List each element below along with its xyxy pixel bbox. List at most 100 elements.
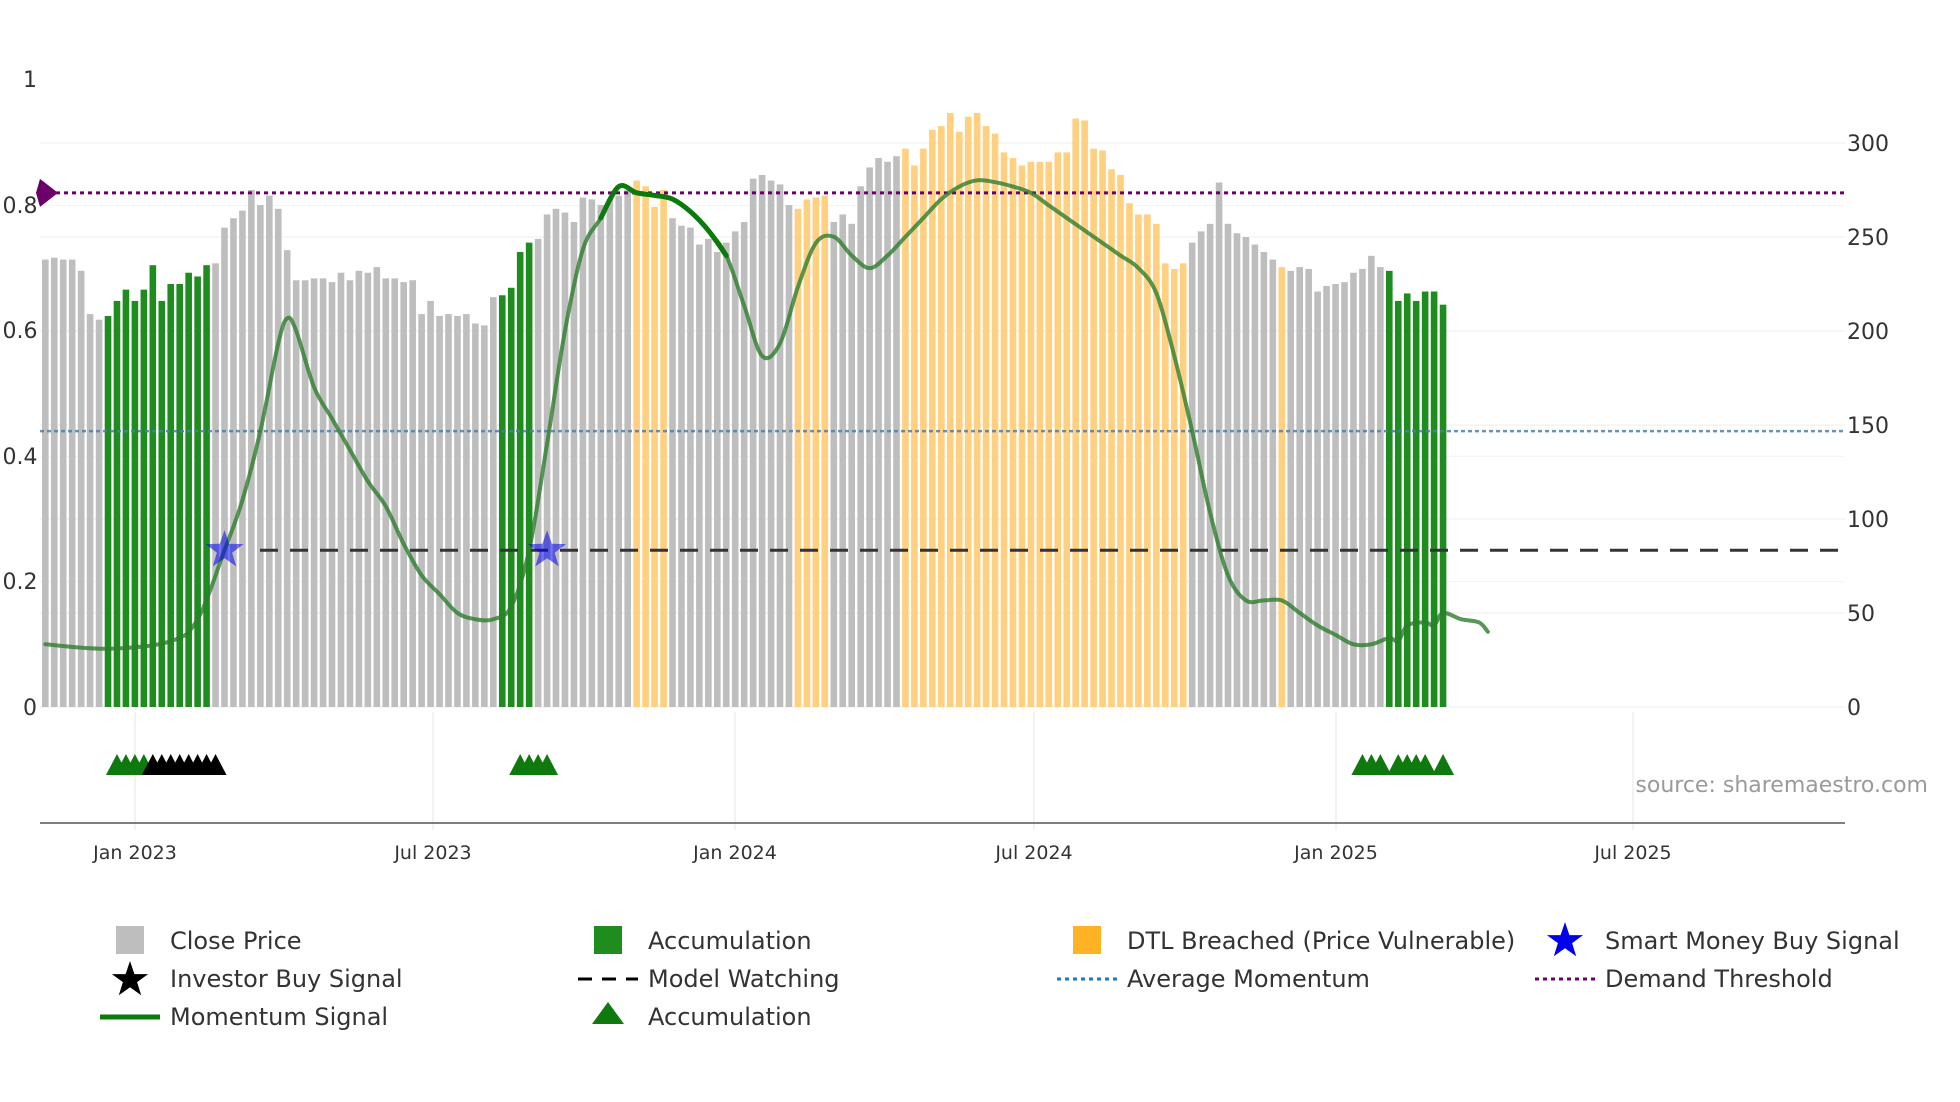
accumulation-bar <box>507 287 515 707</box>
x-tick-jul-2024: Jul 2024 <box>994 842 1072 864</box>
accumulation-triangle-icon <box>1369 754 1392 775</box>
close-price-bar <box>1323 285 1330 707</box>
close-price-bar <box>830 221 838 707</box>
close-price-bar <box>230 218 237 707</box>
smart-money-star-icon <box>528 530 567 567</box>
close-price-bar <box>705 238 712 707</box>
source-label: source: sharemaestro.com <box>1635 773 1928 798</box>
dtl-breached-bar <box>660 190 667 707</box>
close-price-bar <box>427 300 434 707</box>
accumulation-bar <box>194 276 201 707</box>
close-price-bar <box>418 314 425 707</box>
close-price-bar <box>1206 223 1214 707</box>
close-price-bar <box>319 278 327 707</box>
close-price-bar <box>1188 242 1196 707</box>
x-tick-jul-2023: Jul 2023 <box>393 842 471 864</box>
close-price-bar <box>409 280 416 707</box>
accumulation-bar <box>516 252 524 708</box>
accumulation-bar <box>104 315 112 707</box>
legend-label-accumulation: Accumulation <box>648 927 812 955</box>
close-price-bar <box>266 195 273 707</box>
close-price-bar <box>355 270 363 707</box>
close-price-bar <box>534 238 542 707</box>
dtl-breached-bar <box>1099 150 1106 707</box>
close-price-bar <box>59 259 67 707</box>
accumulation-triangle-icon <box>1414 754 1437 775</box>
close-price-bar <box>1224 223 1232 707</box>
close-price-bar <box>1215 182 1223 708</box>
close-price-bar <box>1269 259 1277 707</box>
dtl-breached-bar <box>794 208 802 708</box>
close-price-bar <box>597 205 605 708</box>
close-price-bar <box>857 186 864 708</box>
reference-lines <box>36 178 1845 552</box>
close-price-bar <box>1296 267 1303 707</box>
close-price-bar <box>669 218 676 707</box>
right-tick-300: 300 <box>1847 132 1889 157</box>
legend-label-investor-buy-signal: Investor Buy Signal <box>170 965 403 993</box>
close-price-bar <box>382 278 390 707</box>
accumulation-bar <box>1439 304 1447 707</box>
dtl-breached-bar <box>1117 174 1124 707</box>
left-tick-0.2: 0.2 <box>3 570 38 595</box>
accumulation-bar <box>1386 270 1393 707</box>
close-price-bar <box>364 272 372 707</box>
demand-threshold-marker-icon <box>36 178 58 207</box>
close-price-bar <box>337 272 345 707</box>
momentum-signal-line <box>43 178 1490 651</box>
dtl-breached-bar <box>1072 118 1079 707</box>
dtl-breached-bar <box>920 148 927 707</box>
close-price-bar <box>606 199 614 707</box>
close-price-bar <box>248 190 255 707</box>
close-price-bars <box>42 112 1447 708</box>
accumulation-bar <box>176 284 183 707</box>
x-tick-jan-2025: Jan 2025 <box>1293 842 1378 864</box>
close-price-bar <box>875 158 882 708</box>
legend-smart-money-star-icon <box>1546 922 1584 957</box>
close-price-bar <box>274 208 282 708</box>
dtl-breached-bar <box>929 129 936 708</box>
dtl-breached-bar <box>1081 120 1088 707</box>
close-price-bar <box>740 221 748 707</box>
left-tick-0: 0 <box>23 696 37 721</box>
accumulation-bar <box>158 300 166 707</box>
close-price-bar <box>445 314 452 707</box>
momentum-signal-strong-path <box>598 183 729 259</box>
close-price-bar <box>785 205 793 708</box>
legend: Close Price Investor Buy Signal Momentum… <box>100 922 1900 1031</box>
close-price-bar <box>68 259 76 707</box>
accumulation-bar <box>122 289 130 707</box>
close-price-bar <box>696 244 703 707</box>
dtl-breached-bar <box>973 112 981 708</box>
close-price-bar <box>687 227 694 707</box>
accumulation-bar <box>113 300 121 707</box>
close-price-bar <box>328 282 336 707</box>
close-price-bar <box>436 315 443 707</box>
x-grid-lines <box>134 712 1634 830</box>
dtl-breached-bar <box>651 206 658 708</box>
close-price-bar <box>95 319 103 707</box>
accumulation-bar <box>140 289 148 707</box>
accumulation-bar <box>1394 300 1402 707</box>
close-price-bar <box>1242 237 1250 707</box>
dtl-breached-bar <box>1135 214 1142 707</box>
close-price-bar <box>731 231 739 708</box>
dtl-breached-bar <box>946 112 954 708</box>
left-tick-0.8: 0.8 <box>3 194 38 219</box>
x-tick-jan-2023: Jan 2023 <box>92 842 177 864</box>
close-price-bar <box>866 167 873 707</box>
dtl-breached-bar <box>1162 263 1169 707</box>
close-price-bar <box>624 190 631 707</box>
dtl-breached-bar <box>1036 161 1044 708</box>
dtl-breached-bar <box>964 116 972 708</box>
close-price-bar <box>714 252 721 708</box>
dtl-breached-bar <box>1153 223 1160 707</box>
close-price-bar <box>1251 244 1259 707</box>
right-tick-250: 250 <box>1847 226 1889 251</box>
close-price-bar <box>839 214 847 707</box>
dtl-breached-bar <box>1108 169 1115 707</box>
dtl-breached-bar <box>911 165 918 707</box>
close-price-bar <box>346 280 354 707</box>
smart-money-star-icon <box>205 530 244 567</box>
close-price-bar <box>884 161 891 708</box>
